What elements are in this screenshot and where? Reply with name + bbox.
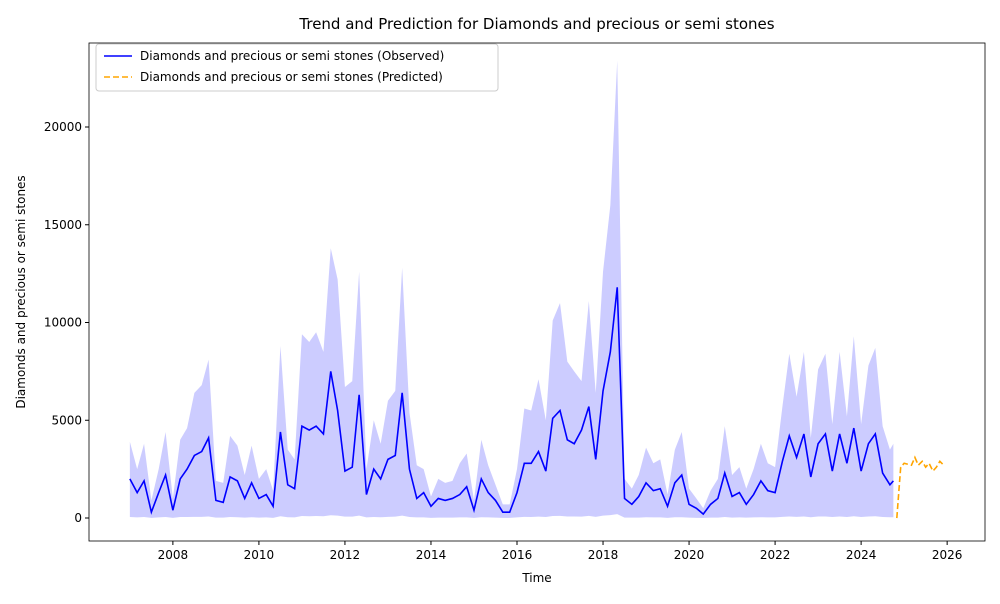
x-axis-label: Time — [521, 571, 551, 585]
legend-label: Diamonds and precious or semi stones (Ob… — [140, 49, 444, 63]
x-tick-label: 2024 — [846, 548, 877, 562]
chart-title: Trend and Prediction for Diamonds and pr… — [298, 15, 774, 33]
confidence-band — [129, 60, 894, 518]
x-tick-label: 2012 — [330, 548, 361, 562]
x-tick-label: 2020 — [674, 548, 705, 562]
x-tick-label: 2022 — [760, 548, 791, 562]
y-tick-label: 5000 — [51, 413, 82, 427]
x-tick-label: 2026 — [932, 548, 963, 562]
legend-box — [95, 43, 499, 92]
series-line — [896, 455, 945, 519]
plot-frame — [88, 42, 986, 542]
x-tick-label: 2016 — [502, 548, 533, 562]
x-tick-label: 2008 — [158, 548, 189, 562]
series-line — [129, 287, 894, 516]
x-tick-label: 2010 — [244, 548, 275, 562]
x-tick-label: 2014 — [416, 548, 447, 562]
y-tick-label: 15000 — [44, 218, 82, 232]
y-tick-label: 10000 — [44, 316, 82, 330]
x-tick-label: 2018 — [588, 548, 619, 562]
legend-label: Diamonds and precious or semi stones (Pr… — [140, 70, 443, 84]
y-tick-label: 0 — [74, 511, 82, 525]
y-axis-label: Diamonds and precious or semi stones — [14, 175, 28, 408]
y-tick-label: 20000 — [44, 120, 82, 134]
